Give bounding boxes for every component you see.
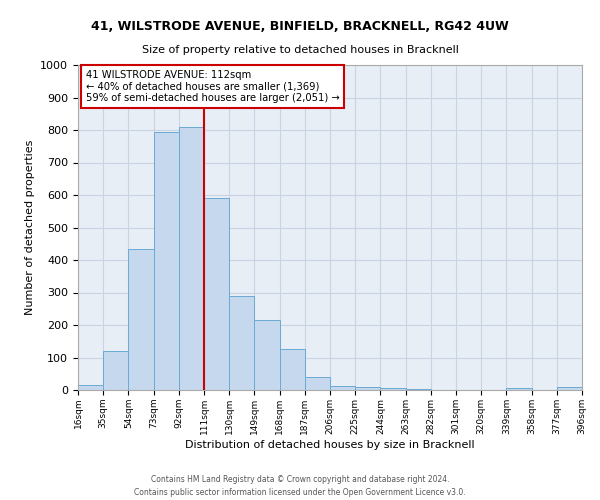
Bar <box>280 350 305 390</box>
Bar <box>506 388 532 390</box>
Bar <box>305 377 330 390</box>
Text: 41 WILSTRODE AVENUE: 112sqm
← 40% of detached houses are smaller (1,369)
59% of : 41 WILSTRODE AVENUE: 112sqm ← 40% of det… <box>86 70 340 103</box>
Bar <box>229 296 254 390</box>
Bar <box>355 388 380 390</box>
Bar <box>380 388 406 390</box>
Bar <box>204 198 229 390</box>
Y-axis label: Number of detached properties: Number of detached properties <box>25 140 35 315</box>
Text: 41, WILSTRODE AVENUE, BINFIELD, BRACKNELL, RG42 4UW: 41, WILSTRODE AVENUE, BINFIELD, BRACKNEL… <box>91 20 509 33</box>
Text: Contains HM Land Registry data © Crown copyright and database right 2024.: Contains HM Land Registry data © Crown c… <box>151 476 449 484</box>
Text: Size of property relative to detached houses in Bracknell: Size of property relative to detached ho… <box>142 45 458 55</box>
Bar <box>78 385 103 390</box>
Bar <box>179 126 204 390</box>
Bar <box>103 351 128 390</box>
Bar <box>557 388 582 390</box>
Bar <box>330 386 355 390</box>
Bar <box>406 389 431 390</box>
Bar <box>154 132 179 390</box>
Text: Contains public sector information licensed under the Open Government Licence v3: Contains public sector information licen… <box>134 488 466 497</box>
Bar <box>128 248 154 390</box>
Bar <box>254 320 280 390</box>
X-axis label: Distribution of detached houses by size in Bracknell: Distribution of detached houses by size … <box>185 440 475 450</box>
